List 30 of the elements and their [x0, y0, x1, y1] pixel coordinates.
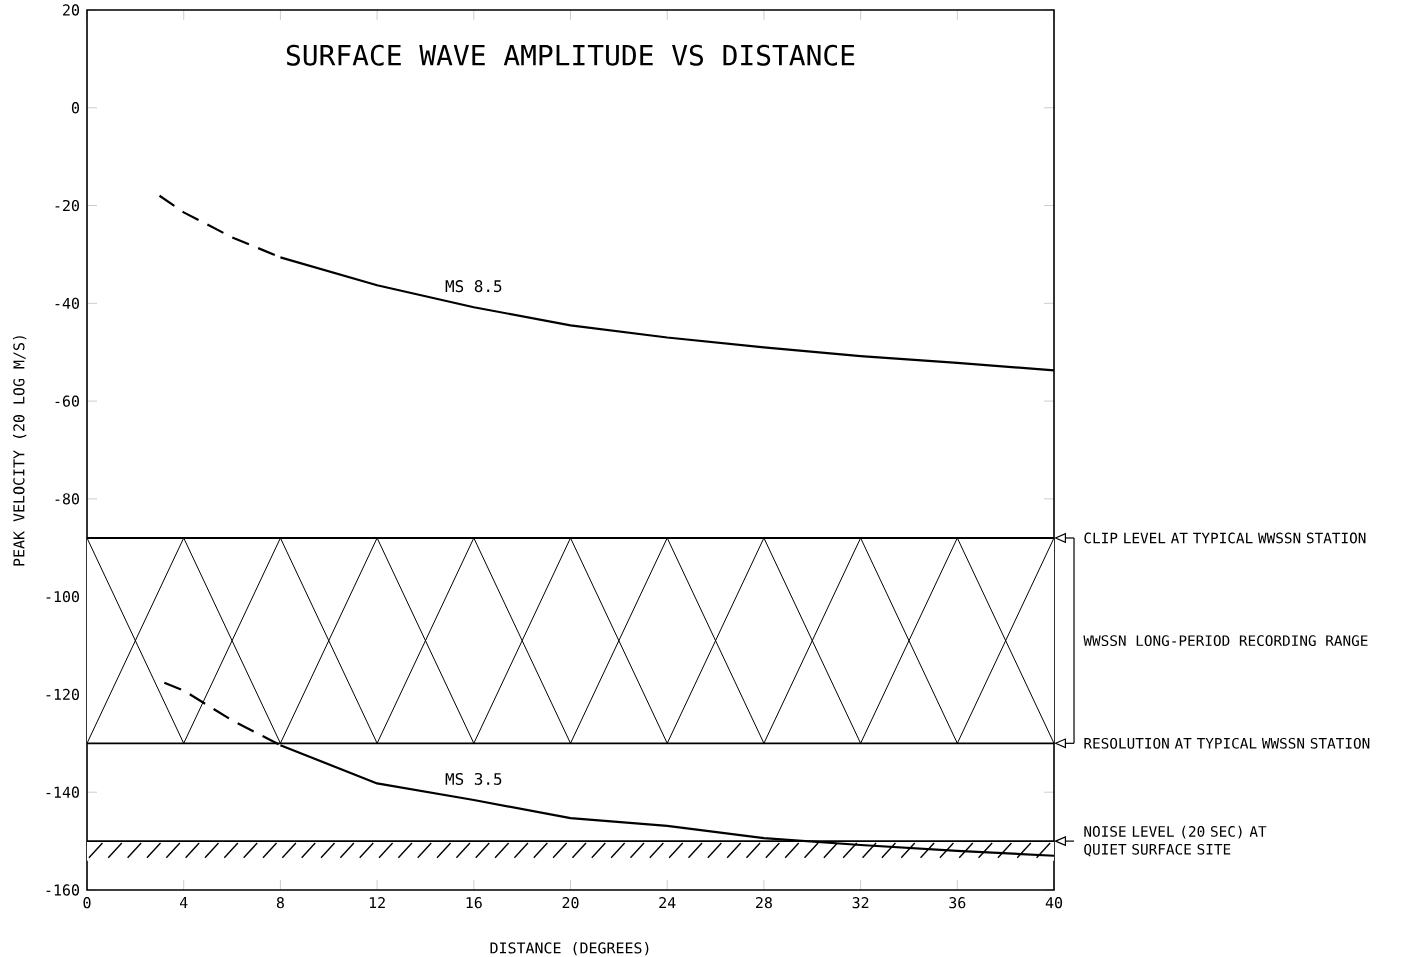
x-tick-label: 28 [756, 897, 772, 909]
x-tick-label: 8 [276, 897, 284, 909]
y-tick-label: -100 [46, 590, 79, 603]
band-label: WWSSN LONG-PERIOD RECORDING RANGE [1083, 635, 1368, 647]
x-tick-label: 24 [659, 897, 676, 909]
y-tick-label: -160 [46, 884, 79, 896]
x-tick-label: 40 [1045, 897, 1063, 909]
y-tick-label: 20 [63, 4, 79, 16]
x-axis-title: DISTANCE (DEGREES) [490, 942, 649, 956]
y-tick-label: -80 [55, 493, 79, 505]
x-tick-label: 16 [466, 897, 482, 909]
y-tick-label: -140 [46, 786, 79, 798]
y-tick-label: -120 [46, 688, 79, 701]
ref-line-label: NOISE LEVEL (20 SEC) AT QUIET SURFACE SITE [1084, 825, 1267, 857]
y-axis-title: PEAK VELOCITY (20 LOG M/S) [12, 336, 27, 566]
series-label: MS 3.5 [445, 772, 502, 785]
y-tick-label: 0 [71, 102, 79, 114]
ref-line-label: CLIP LEVEL AT TYPICAL WWSSN STATION [1084, 532, 1366, 544]
x-tick-label: 4 [179, 897, 188, 908]
x-tick-label: 36 [949, 897, 966, 909]
ref-line-label: RESOLUTION AT TYPICAL WWSSN STATION [1084, 737, 1370, 749]
x-tick-label: 32 [852, 897, 869, 909]
x-tick-label: 12 [369, 897, 385, 909]
x-tick-label: 20 [562, 897, 579, 909]
x-tick-label: 0 [83, 897, 91, 909]
series-label: MS 8.5 [445, 280, 502, 293]
y-tick-label: -60 [55, 395, 79, 407]
text: SURFACE WAVE AMPLITUDE VS DISTANCE [286, 44, 855, 66]
y-tick-label: -40 [55, 297, 79, 309]
y-tick-label: -20 [55, 199, 79, 212]
